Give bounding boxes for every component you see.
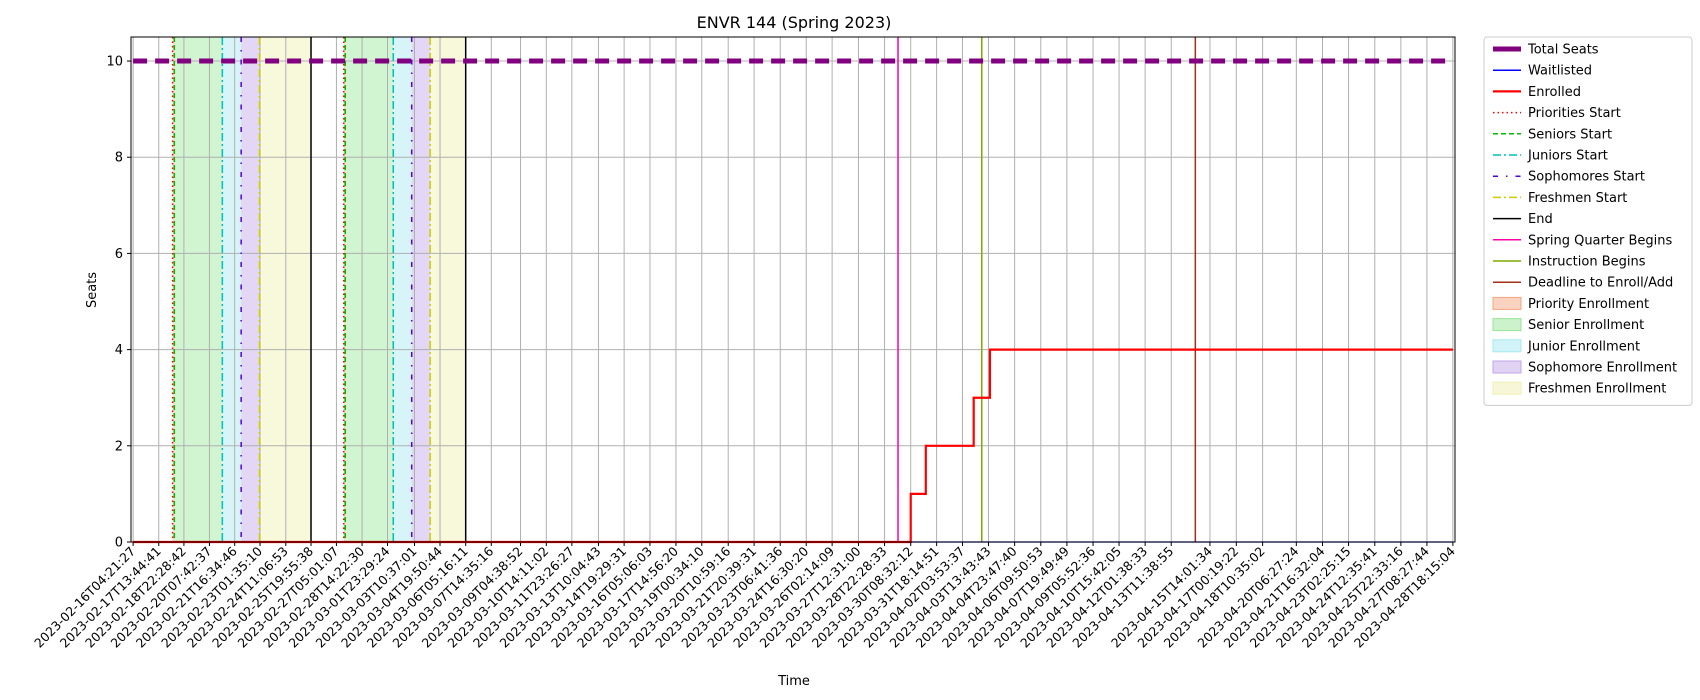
grid-lines xyxy=(131,37,1455,543)
legend-label-spring-quarter-begins: Spring Quarter Begins xyxy=(1528,233,1672,248)
y-tick-label: 0 xyxy=(115,536,123,551)
span-senior-enrollment xyxy=(174,37,223,542)
legend: Total Seats Waitlisted Enrolled Priorities … xyxy=(1483,36,1693,406)
legend-swatch-junior-enrollment xyxy=(1492,339,1522,353)
span-senior-enrollment xyxy=(345,37,394,542)
enrollment-spans xyxy=(172,37,466,542)
legend-label-total-seats: Total Seats xyxy=(1527,43,1599,58)
legend-label-instruction-begins: Instruction Begins xyxy=(1528,255,1646,270)
y-tick-label: 2 xyxy=(115,439,123,454)
span-junior-enrollment xyxy=(393,37,412,542)
legend-label-deadline-to-enroll-add: Deadline to Enroll/Add xyxy=(1528,276,1673,291)
legend-label-juniors-start: Juniors Start xyxy=(1527,149,1608,164)
legend-label-waitlisted: Waitlisted xyxy=(1528,64,1592,79)
chart-title: ENVR 144 (Spring 2023) xyxy=(697,13,892,32)
legend-box xyxy=(1483,36,1693,406)
span-junior-enrollment xyxy=(222,37,242,542)
legend-label-enrolled: Enrolled xyxy=(1528,85,1581,100)
y-tick-label: 4 xyxy=(115,343,123,358)
span-sophomore-enrollment xyxy=(241,37,260,542)
legend-swatch-senior-enrollment xyxy=(1492,318,1522,332)
legend-label-priorities-start: Priorities Start xyxy=(1528,106,1621,121)
y-tick-label: 8 xyxy=(115,151,123,166)
x-axis-ticks: 2023-02-16T04:21:272023-02-17T13:44:4120… xyxy=(31,542,1458,651)
legend-label-sophomore-enrollment: Sophomore Enrollment xyxy=(1528,361,1677,376)
legend-label-junior-enrollment: Junior Enrollment xyxy=(1527,339,1640,354)
event-lines xyxy=(171,37,1197,542)
legend-swatch-priority-enrollment xyxy=(1492,296,1522,310)
series-lines xyxy=(133,58,1453,544)
x-axis-label: Time xyxy=(777,674,810,689)
legend-swatch-freshmen-enrollment xyxy=(1492,381,1522,395)
legend-label-end: End xyxy=(1528,212,1553,227)
legend-label-senior-enrollment: Senior Enrollment xyxy=(1528,318,1644,333)
legend-swatch-sophomore-enrollment xyxy=(1492,360,1522,374)
span-priority-enrollment xyxy=(172,37,175,542)
y-tick-label: 6 xyxy=(115,247,123,262)
span-freshmen-enrollment xyxy=(259,37,312,542)
plot-frame xyxy=(130,36,1456,543)
series-enrolled xyxy=(133,348,1453,544)
legend-label-freshmen-enrollment: Freshmen Enrollment xyxy=(1528,382,1666,397)
y-axis-label: Seats xyxy=(85,272,100,308)
legend-label-seniors-start: Seniors Start xyxy=(1528,127,1612,142)
y-axis-ticks: 0 2 4 6 8 10 xyxy=(106,55,131,551)
y-tick-label: 10 xyxy=(106,55,123,70)
span-sophomore-enrollment xyxy=(411,37,431,542)
legend-label-priority-enrollment: Priority Enrollment xyxy=(1528,297,1649,312)
legend-label-freshmen-start: Freshmen Start xyxy=(1528,191,1627,206)
legend-label-sophomores-start: Sophomores Start xyxy=(1528,170,1645,185)
span-freshmen-enrollment xyxy=(430,37,466,542)
